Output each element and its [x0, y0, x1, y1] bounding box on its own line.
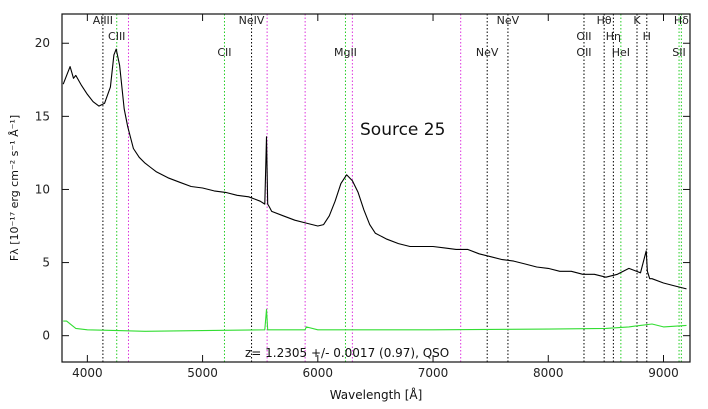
x-tick-label: 9000 — [648, 366, 679, 380]
x-tick-label: 8000 — [533, 366, 564, 380]
redshift-annotation: z= 1.2305 +/- 0.0017 (0.97), QSO — [245, 346, 449, 360]
tick-labels: 4000 5000 6000 7000 8000 9000 0 5 10 15 20 — [35, 36, 679, 380]
line-marker-label: OII — [576, 30, 591, 43]
line-marker-label: NeIV — [239, 14, 265, 27]
x-tick-label: 6000 — [303, 366, 334, 380]
chart-title: Source 25 — [360, 120, 445, 140]
line-marker-label: SII — [672, 46, 685, 59]
line-marker-label: Hθ — [597, 14, 612, 27]
line-marker-label: HeI — [612, 46, 630, 59]
x-axis-label: Wavelength [Å] — [330, 387, 423, 402]
line-marker-label: Hη — [606, 30, 621, 43]
y-tick-label: 20 — [35, 36, 50, 50]
axis-ticks — [62, 14, 690, 362]
noise-series-line — [63, 308, 687, 332]
line-marker-label: CIII — [108, 30, 125, 43]
line-marker-label: AlIII — [93, 14, 113, 27]
x-tick-label: 4000 — [72, 366, 103, 380]
line-marker-labels: AlIII CIII CII NeIV MgII NeV NeV OII OII Hθ Hη HeI K… — [93, 14, 689, 59]
y-tick-label: 5 — [42, 256, 50, 270]
line-marker-label: OII — [576, 46, 591, 59]
x-tick-label: 5000 — [187, 366, 218, 380]
x-tick-label: 7000 — [418, 366, 449, 380]
line-marker-label: CII — [217, 46, 231, 59]
line-marker-label: H — [643, 30, 651, 43]
line-marker-label: MgII — [334, 46, 357, 59]
y-tick-label: 10 — [35, 182, 50, 196]
flux-series-line — [62, 48, 687, 290]
line-marker-label: K — [633, 14, 641, 27]
line-marker-label: Hδ — [674, 14, 689, 27]
y-axis-label: Fλ [10⁻¹⁷ erg cm⁻² s⁻¹ Å⁻¹] — [8, 115, 21, 261]
series-group — [62, 48, 687, 332]
y-tick-label: 15 — [35, 109, 50, 123]
line-marker-label: NeV — [497, 14, 520, 27]
plot-frame — [61, 13, 691, 363]
line-marker-label: NeV — [476, 46, 499, 59]
y-tick-label: 0 — [42, 329, 50, 343]
